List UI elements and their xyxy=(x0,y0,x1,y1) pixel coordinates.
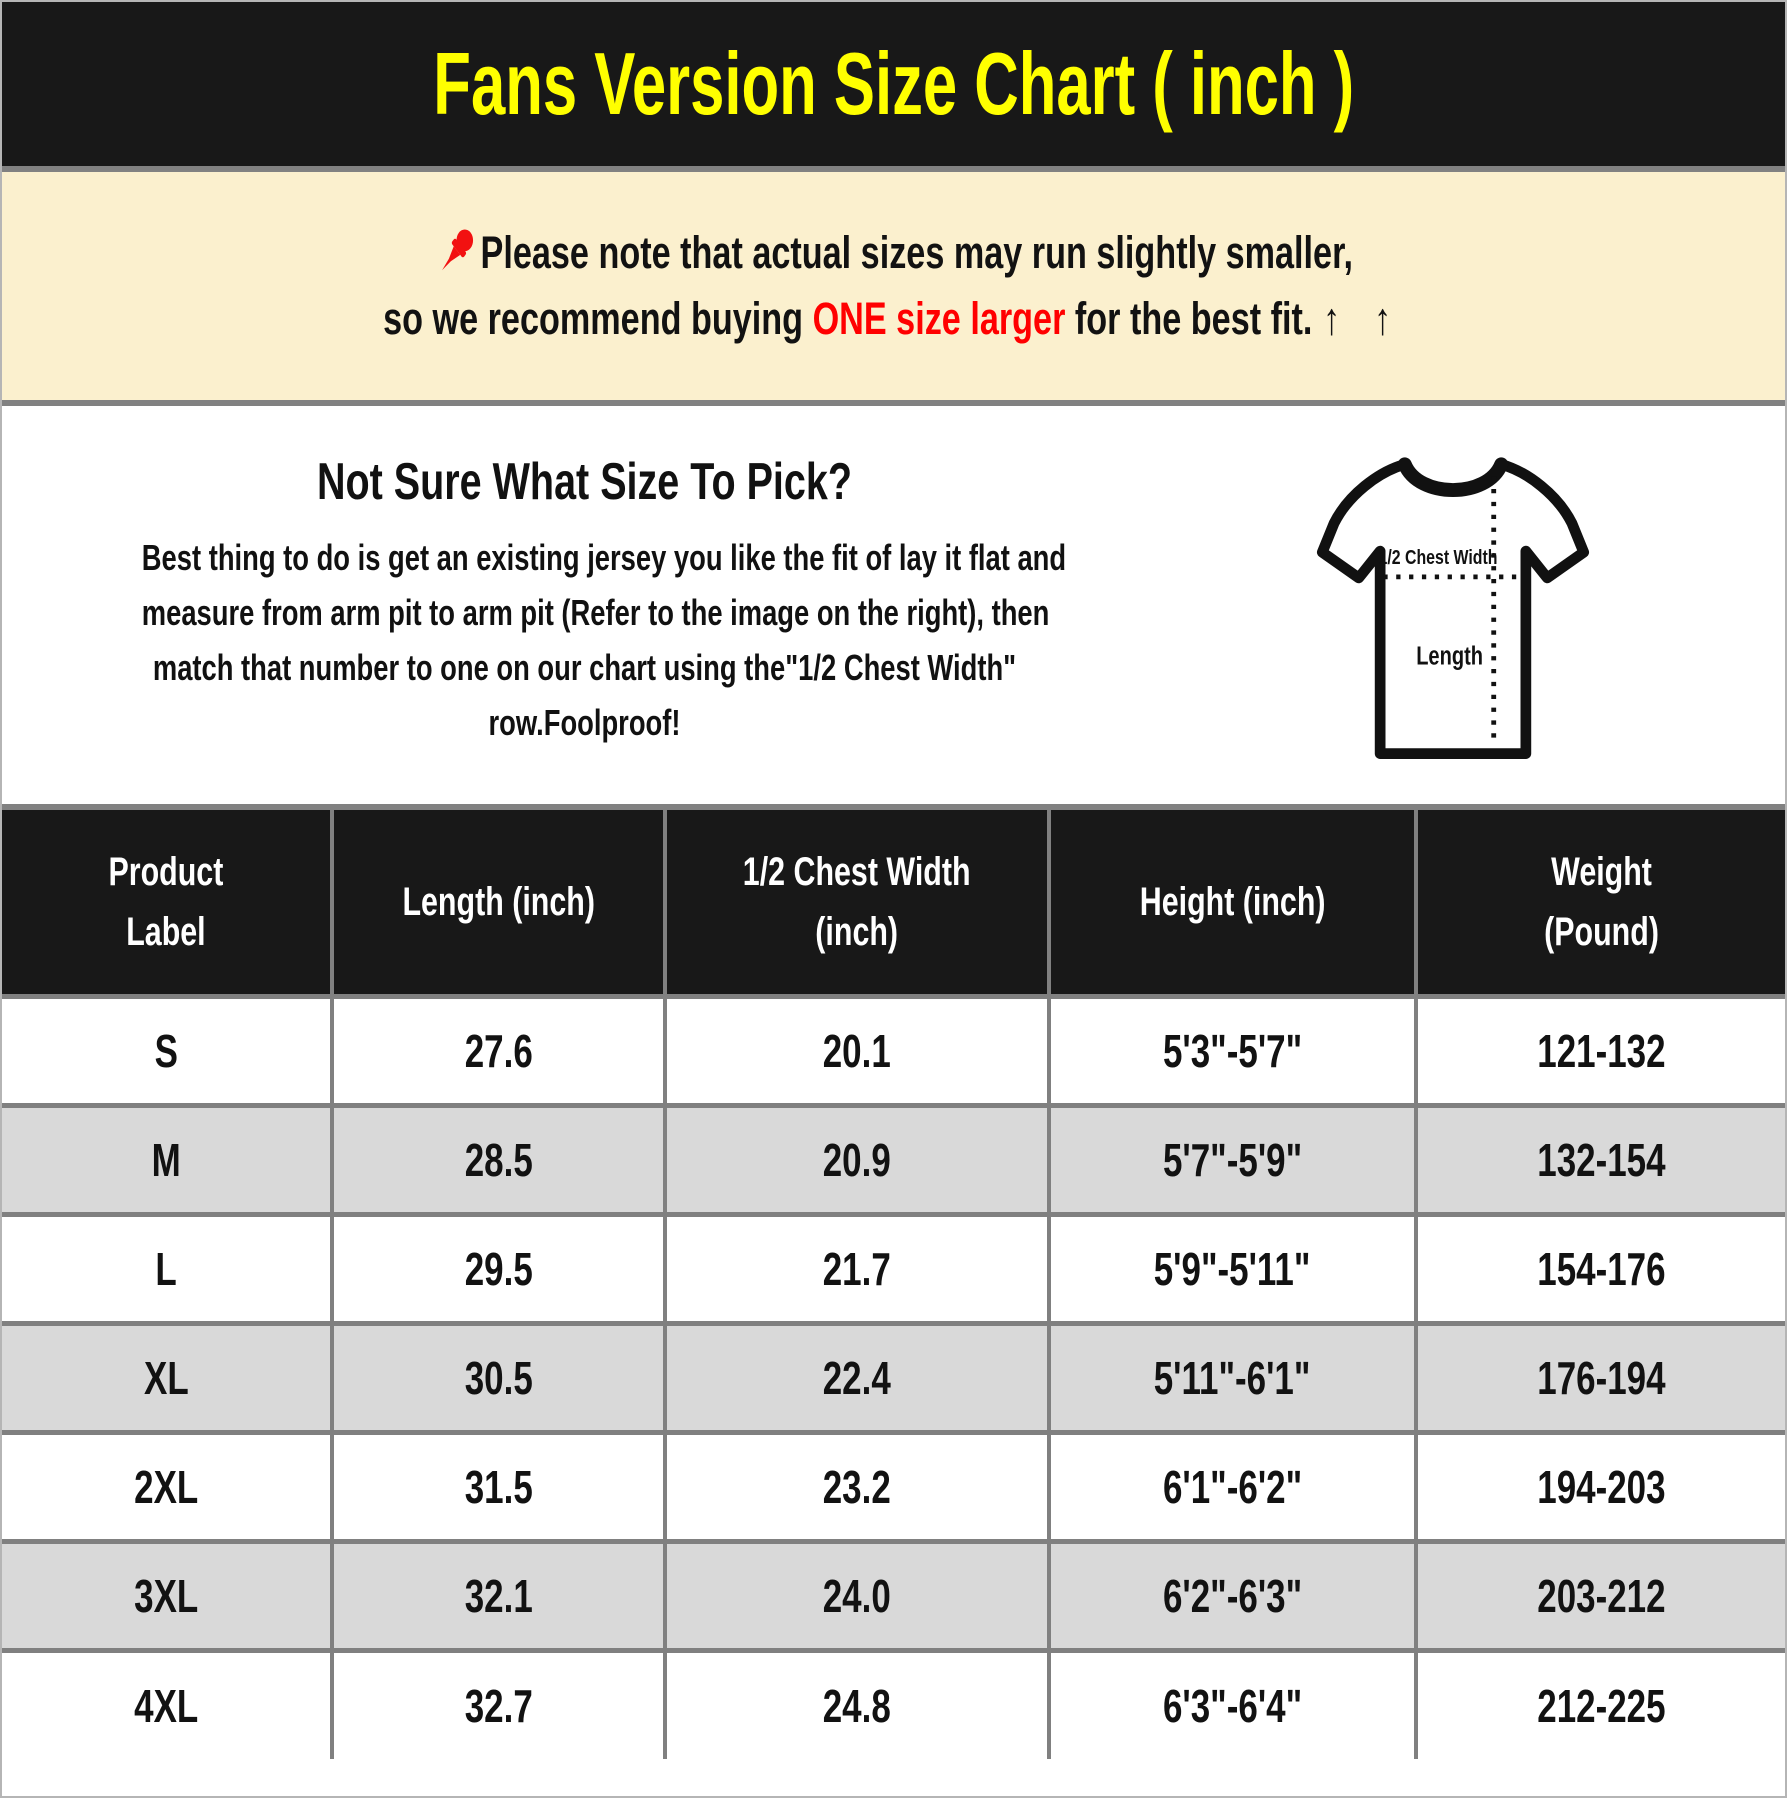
up-arrows-icon: ↑ ↑ xyxy=(1323,293,1404,344)
cell-half-chest: 24.0 xyxy=(663,1541,1049,1650)
cell-half-chest: 23.2 xyxy=(663,1432,1049,1541)
size-guide-line: Best thing to do is get an existing jers… xyxy=(141,537,1067,578)
cell-weight: 176-194 xyxy=(1413,1323,1785,1432)
cell-half-chest: 24.8 xyxy=(663,1650,1049,1759)
cell-length: 29.5 xyxy=(329,1214,666,1323)
cell-weight: 203-212 xyxy=(1413,1541,1785,1650)
table-row-m: M 28.5 20.9 5'7"-5'9" 132-154 xyxy=(2,1105,1785,1214)
cell-product-label: 2XL xyxy=(2,1432,332,1541)
header-weight: Weight (Pound) xyxy=(1413,810,1785,996)
divider xyxy=(2,804,1785,810)
note-line-2: so we recommend buying ONE size larger f… xyxy=(383,286,1403,352)
table-header-row: Product Label Length (inch) 1/2 Chest Wid… xyxy=(2,810,1785,996)
tshirt-diagram: 1/2 Chest Width Length xyxy=(1316,457,1590,759)
cell-product-label: 4XL xyxy=(2,1650,332,1759)
cell-height: 6'3"-6'4" xyxy=(1046,1650,1416,1759)
cell-half-chest: 20.1 xyxy=(663,996,1049,1105)
note-text-2-pre: so we recommend buying xyxy=(383,293,813,344)
cell-half-chest: 21.7 xyxy=(663,1214,1049,1323)
divider xyxy=(2,166,1785,172)
header-length: Length (inch) xyxy=(329,810,666,996)
cell-weight: 132-154 xyxy=(1413,1105,1785,1214)
table-row-xl: XL 30.5 22.4 5'11"-6'1" 176-194 xyxy=(2,1323,1785,1432)
table-row-3xl: 3XL 32.1 24.0 6'2"-6'3" 203-212 xyxy=(2,1541,1785,1650)
note-text-2-post: for the best fit. xyxy=(1065,293,1313,344)
cell-length: 31.5 xyxy=(329,1432,666,1541)
size-table: Product Label Length (inch) 1/2 Chest Wid… xyxy=(2,810,1785,1759)
header-height: Height (inch) xyxy=(1046,810,1416,996)
cell-weight: 154-176 xyxy=(1413,1214,1785,1323)
cell-product-label: M xyxy=(2,1105,332,1214)
length-label: Length xyxy=(1416,641,1483,670)
table-row-s: S 27.6 20.1 5'3"-5'7" 121-132 xyxy=(2,996,1785,1105)
cell-length: 30.5 xyxy=(329,1323,666,1432)
cell-length: 32.7 xyxy=(329,1650,666,1759)
divider xyxy=(2,400,1785,406)
size-guide-line: match that number to one on our chart us… xyxy=(152,647,1017,688)
cell-weight: 121-132 xyxy=(1413,996,1785,1105)
tshirt-collar xyxy=(1397,457,1509,498)
cell-weight: 212-225 xyxy=(1413,1650,1785,1759)
cell-height: 5'11"-6'1" xyxy=(1046,1323,1416,1432)
cell-height: 6'2"-6'3" xyxy=(1046,1541,1416,1650)
cell-length: 32.1 xyxy=(329,1541,666,1650)
cell-product-label: S xyxy=(2,996,332,1105)
size-guide-section: Not Sure What Size To Pick? Best thing t… xyxy=(2,406,1785,804)
note-line-1: Please note that actual sizes may run sl… xyxy=(434,220,1353,286)
size-guide-heading: Not Sure What Size To Pick? xyxy=(316,453,853,511)
page-title: Fans Version Size Chart ( inch ) xyxy=(433,34,1354,133)
tshirt-diagram-wrap: 1/2 Chest Width Length xyxy=(1167,406,1785,804)
size-guide-text: Not Sure What Size To Pick? Best thing t… xyxy=(2,406,1167,804)
cell-height: 6'1"-6'2" xyxy=(1046,1432,1416,1541)
table-row-4xl: 4XL 32.7 24.8 6'3"-6'4" 212-225 xyxy=(2,1650,1785,1759)
cell-weight: 194-203 xyxy=(1413,1432,1785,1541)
cell-height: 5'7"-5'9" xyxy=(1046,1105,1416,1214)
cell-height: 5'9"-5'11" xyxy=(1046,1214,1416,1323)
cell-product-label: 3XL xyxy=(2,1541,332,1650)
size-guide-line: row.Foolproof! xyxy=(488,702,681,743)
note-text-1: Please note that actual sizes may run sl… xyxy=(480,227,1353,278)
header-product-label: Product Label xyxy=(2,810,332,996)
cell-product-label: XL xyxy=(2,1323,332,1432)
note-banner: Please note that actual sizes may run sl… xyxy=(2,172,1785,400)
cell-half-chest: 20.9 xyxy=(663,1105,1049,1214)
cell-half-chest: 22.4 xyxy=(663,1323,1049,1432)
title-bar: Fans Version Size Chart ( inch ) xyxy=(2,2,1785,166)
cell-height: 5'3"-5'7" xyxy=(1046,996,1416,1105)
tshirt-outline xyxy=(1316,459,1590,759)
cell-length: 27.6 xyxy=(329,996,666,1105)
table-row-2xl: 2XL 31.5 23.2 6'1"-6'2" 194-203 xyxy=(2,1432,1785,1541)
one-size-larger-highlight: ONE size larger xyxy=(812,293,1066,344)
cell-length: 28.5 xyxy=(329,1105,666,1214)
chest-width-label: 1/2 Chest Width xyxy=(1379,545,1498,568)
size-guide-line: measure from arm pit to arm pit (Refer t… xyxy=(141,592,1050,633)
cell-product-label: L xyxy=(2,1214,332,1323)
pushpin-icon xyxy=(441,229,473,271)
table-row-l: L 29.5 21.7 5'9"-5'11" 154-176 xyxy=(2,1214,1785,1323)
header-half-chest-width: 1/2 Chest Width (inch) xyxy=(663,810,1049,996)
